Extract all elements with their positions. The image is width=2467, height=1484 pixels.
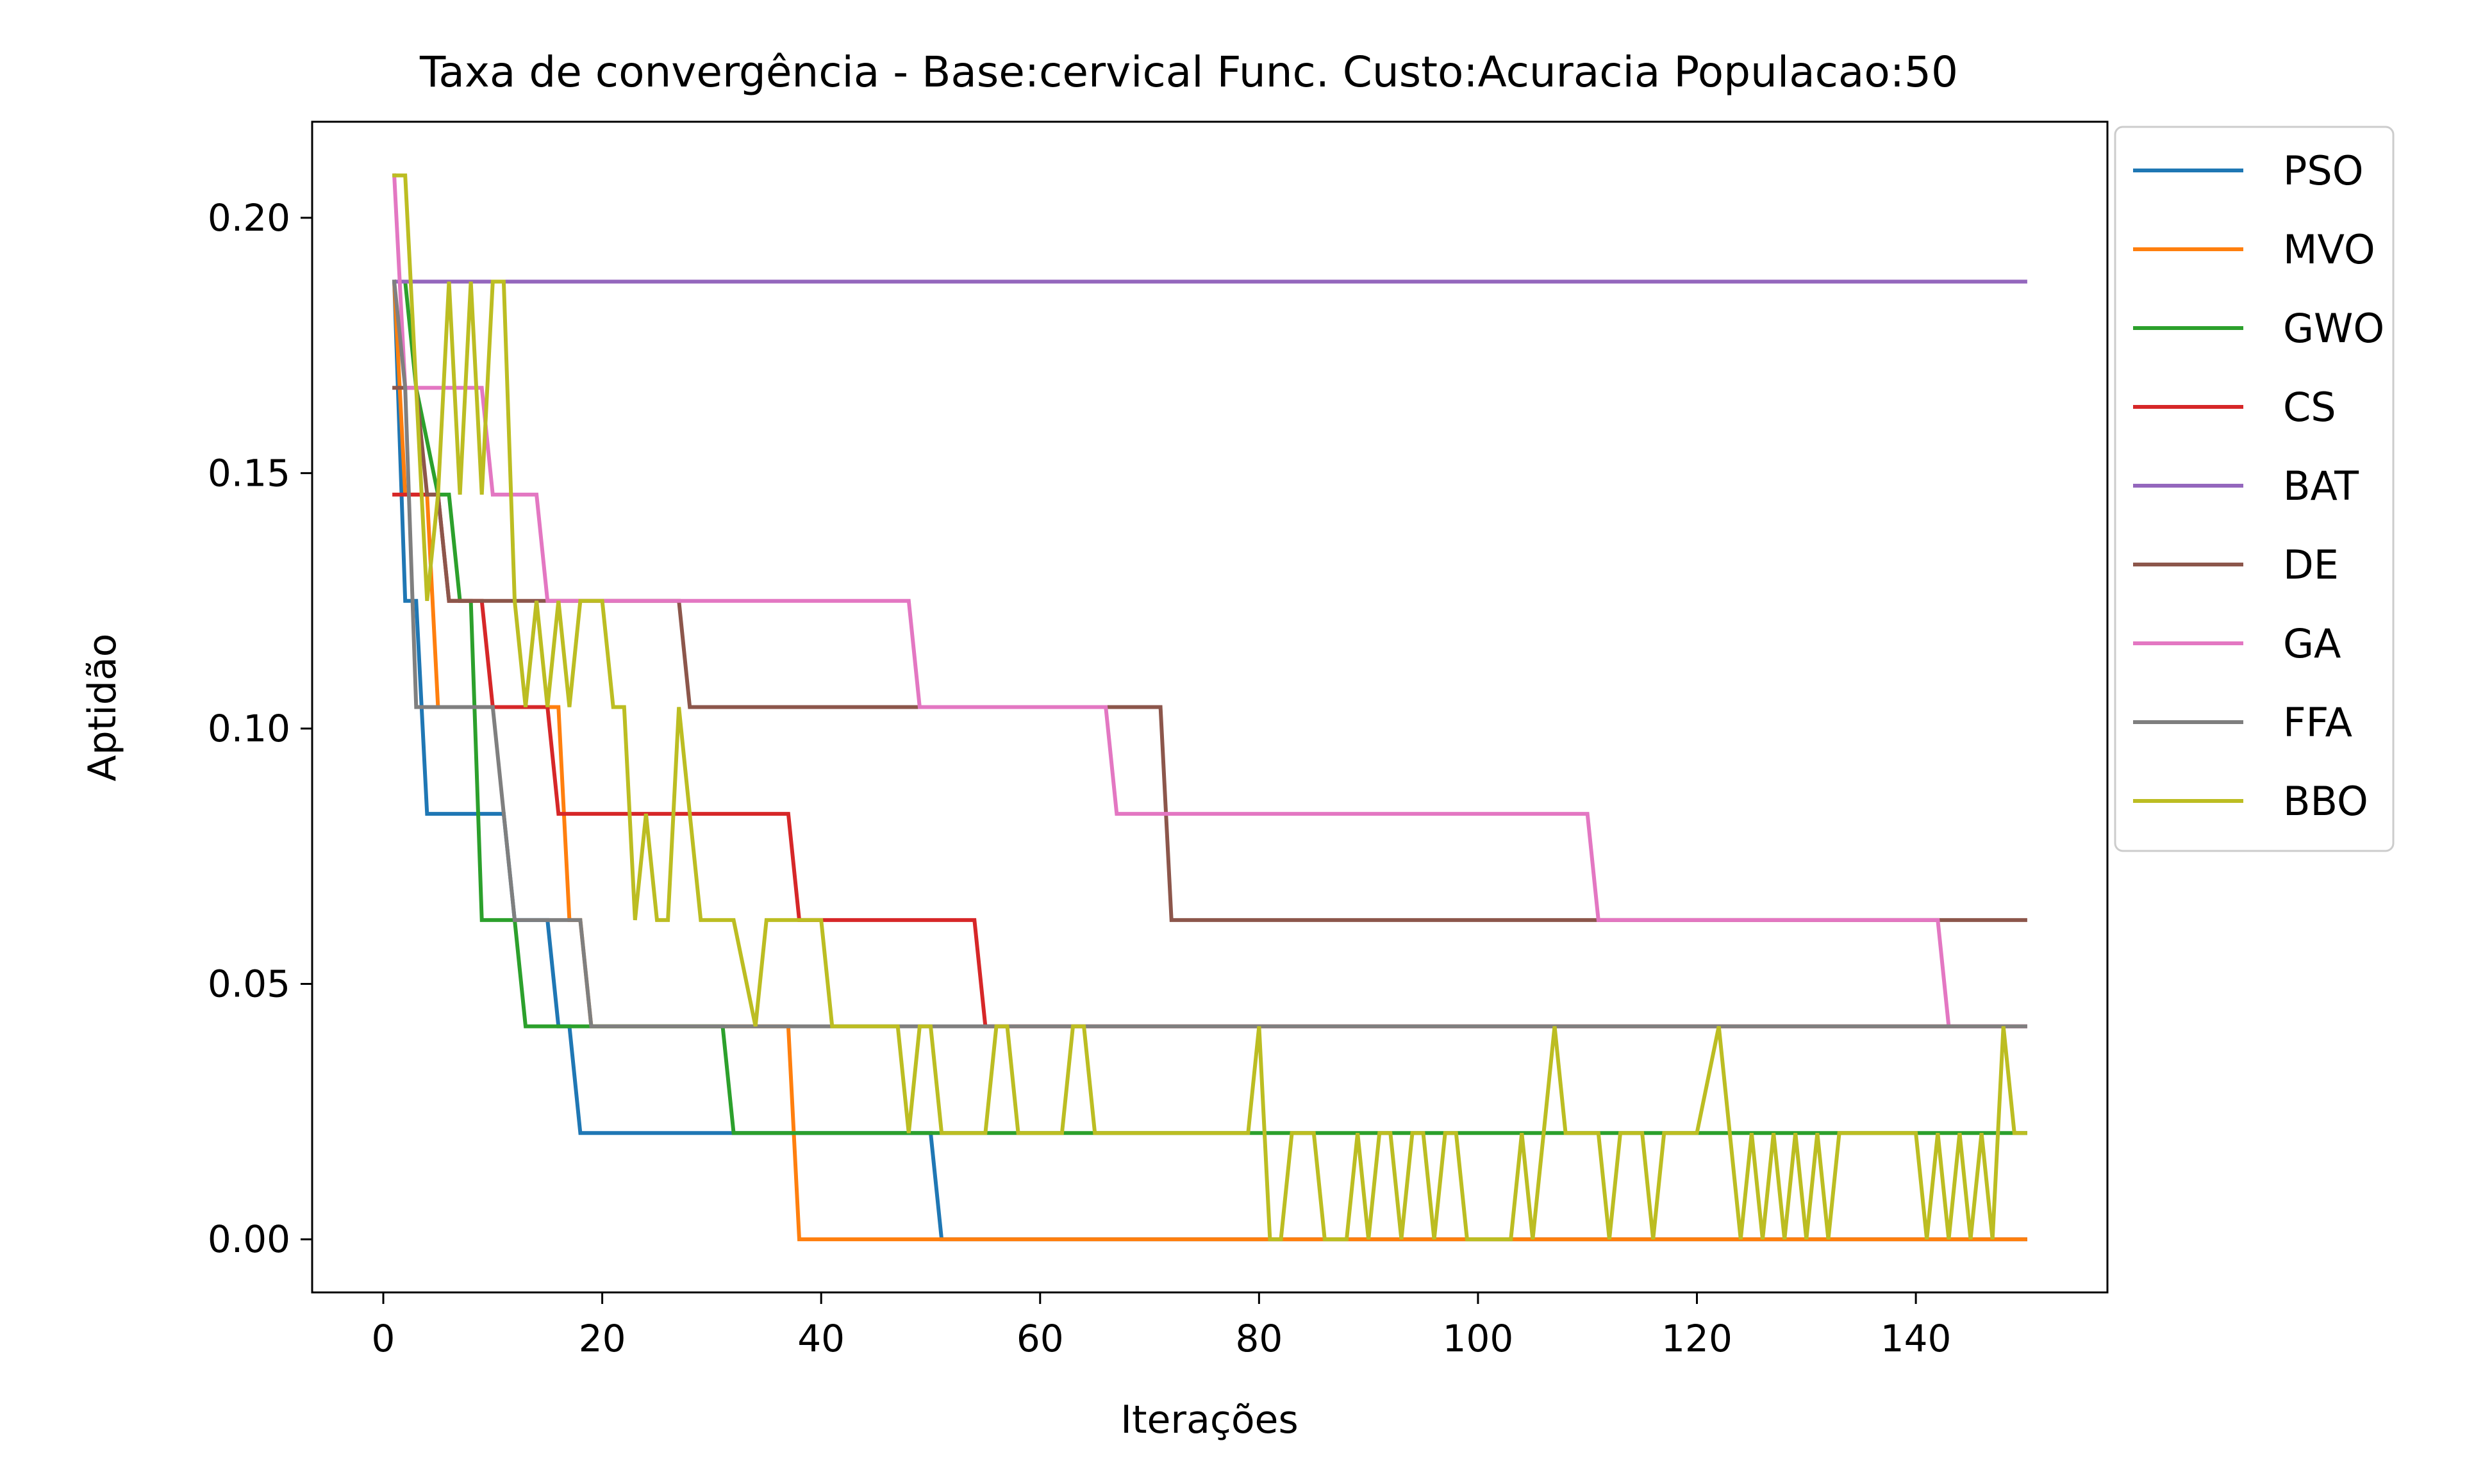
legend-label-cs: CS — [2283, 384, 2336, 431]
legend-label-gwo: GWO — [2283, 305, 2384, 352]
legend-label-bat: BAT — [2283, 463, 2359, 509]
x-tick-label: 60 — [1017, 1317, 1064, 1360]
legend-label-bbo: BBO — [2283, 778, 2368, 825]
x-tick-label: 0 — [372, 1317, 395, 1360]
plot-area — [312, 122, 2107, 1292]
legend: PSO MVO GWO CS BAT DE GA FFA BBO — [2115, 127, 2393, 851]
y-tick-label: 0.15 — [208, 451, 290, 495]
y-axis: 0.00 0.05 0.10 0.15 0.20 — [208, 196, 312, 1261]
legend-label-ffa: FFA — [2283, 699, 2352, 746]
legend-label-de: DE — [2283, 541, 2339, 588]
x-tick-label: 80 — [1235, 1317, 1283, 1360]
y-tick-label: 0.10 — [208, 707, 290, 750]
x-tick-label: 140 — [1881, 1317, 1952, 1360]
x-tick-label: 40 — [797, 1317, 845, 1360]
x-tick-label: 20 — [579, 1317, 626, 1360]
legend-label-ga: GA — [2283, 620, 2341, 667]
legend-label-mvo: MVO — [2283, 226, 2375, 273]
y-axis-label: Aptidão — [80, 634, 125, 782]
plot-background — [312, 122, 2107, 1292]
x-axis: 0 20 40 60 80 100 120 140 — [372, 1292, 1952, 1360]
x-axis-label: Iterações — [1120, 1397, 1298, 1442]
legend-label-pso: PSO — [2283, 147, 2364, 194]
y-tick-label: 0.05 — [208, 962, 290, 1006]
x-tick-label: 100 — [1443, 1317, 1514, 1360]
y-tick-label: 0.20 — [208, 196, 290, 240]
y-tick-label: 0.00 — [208, 1217, 290, 1261]
chart-title: Taxa de convergência - Base:cervical Fun… — [419, 47, 1958, 97]
x-tick-label: 120 — [1661, 1317, 1732, 1360]
